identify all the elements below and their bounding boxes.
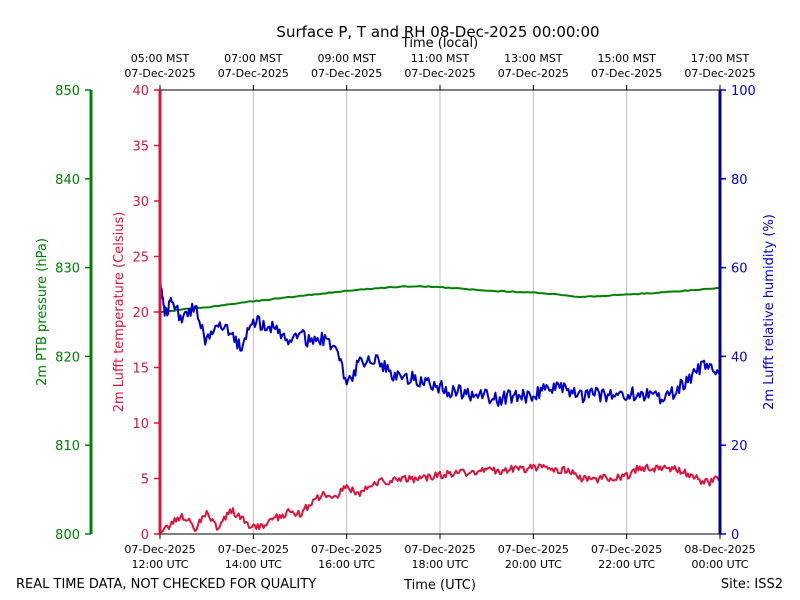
x-tick-date: 07-Dec-2025 [218,543,289,556]
x-tick-date: 08-Dec-2025 [684,543,755,556]
top-tick-time: 13:00 MST [504,52,563,65]
top-tick-date: 07-Dec-2025 [124,67,195,80]
x-tick-time: 22:00 UTC [598,558,655,571]
temperature-tick-label: 15 [132,362,149,377]
x-tick-date: 07-Dec-2025 [124,543,195,556]
humidity-tick-label: 100 [731,84,756,99]
x-tick-date: 07-Dec-2025 [591,543,662,556]
temperature-tick-label: 0 [141,528,149,543]
pressure-tick-label: 820 [55,350,80,365]
pressure-tick-label: 850 [55,84,80,99]
top-tick-time: 07:00 MST [224,52,283,65]
chart-title: Surface P, T and RH 08-Dec-2025 00:00:00 [276,23,599,41]
pressure-tick-label: 840 [55,173,80,188]
x-tick-date: 07-Dec-2025 [498,543,569,556]
top-tick-time: 17:00 MST [691,52,750,65]
temperature-tick-label: 10 [132,417,149,432]
temperature-tick-label: 30 [132,195,149,210]
humidity-tick-label: 60 [731,262,748,277]
temperature-series-line [159,463,721,534]
humidity-tick-label: 80 [731,173,748,188]
pressure-tick-label: 810 [55,439,80,454]
x-tick-date: 07-Dec-2025 [311,543,382,556]
x-tick-time: 16:00 UTC [318,558,375,571]
humidity-series-line [159,278,721,407]
pressure-tick-label: 830 [55,262,80,277]
temperature-tick-label: 40 [132,84,149,99]
pressure-tick-label: 800 [55,528,80,543]
quality-disclaimer: REAL TIME DATA, NOT CHECKED FOR QUALITY [16,577,316,592]
humidity-tick-label: 40 [731,350,748,365]
top-tick-date: 07-Dec-2025 [218,67,289,80]
temperature-axis-label: 2m Lufft temperature (Celsius) [112,212,127,413]
x-tick-time: 12:00 UTC [131,558,188,571]
temperature-tick-label: 20 [132,306,149,321]
top-tick-date: 07-Dec-2025 [591,67,662,80]
top-tick-date: 07-Dec-2025 [498,67,569,80]
x-axis-title: Time (UTC) [403,578,476,593]
x-tick-date: 07-Dec-2025 [404,543,475,556]
top-tick-time: 11:00 MST [411,52,470,65]
temperature-tick-label: 25 [132,251,149,266]
top-tick-date: 07-Dec-2025 [404,67,475,80]
site-label: Site: ISS2 [721,577,783,592]
pressure-axis-label: 2m PTB pressure (hPa) [35,238,50,386]
x-tick-time: 00:00 UTC [691,558,748,571]
x-tick-time: 14:00 UTC [225,558,282,571]
pressure-series-line [159,285,720,314]
top-tick-date: 07-Dec-2025 [311,67,382,80]
top-tick-time: 05:00 MST [131,52,190,65]
humidity-tick-label: 20 [731,439,748,454]
top-axis-title: Time (local) [401,36,478,51]
x-tick-time: 20:00 UTC [505,558,562,571]
x-tick-time: 18:00 UTC [411,558,468,571]
top-tick-time: 15:00 MST [597,52,656,65]
temperature-tick-label: 5 [141,473,149,488]
top-tick-date: 07-Dec-2025 [684,67,755,80]
temperature-tick-label: 35 [132,140,149,155]
humidity-axis-label: 2m Lufft relative humidity (%) [762,214,777,410]
humidity-tick-label: 0 [731,528,739,543]
top-tick-time: 09:00 MST [317,52,376,65]
